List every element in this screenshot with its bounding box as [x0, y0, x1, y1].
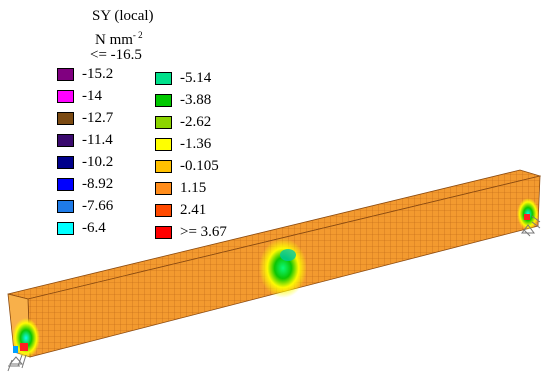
left-support-stress-hotspot [12, 318, 40, 358]
legend-unit-exponent: - 2 [132, 30, 143, 40]
midspan-stress-hotspot [259, 238, 307, 298]
legend-item: -10.2 [57, 154, 113, 170]
legend-label: -7.66 [82, 197, 114, 214]
legend-label: 2.41 [180, 201, 207, 218]
legend-label: -3.88 [180, 91, 212, 108]
legend-label: -8.92 [82, 175, 114, 192]
left-support-icon [7, 354, 27, 372]
legend-label: -12.7 [82, 109, 114, 126]
right-support-icon [521, 215, 541, 237]
legend-unit-base: N mm [95, 32, 133, 48]
legend-swatch [57, 155, 74, 169]
legend-swatch [155, 159, 172, 173]
legend-item: -7.66 [57, 198, 113, 214]
contour-legend: SY (local) N mm- 2 <= -16.5 -15.2 -14 -1… [0, 0, 270, 245]
legend-item: -15.2 [57, 66, 113, 82]
legend-label: -5.14 [180, 69, 212, 86]
legend-swatch [155, 225, 172, 239]
legend-label: -15.2 [82, 65, 114, 82]
legend-item: -1.36 [155, 136, 211, 152]
legend-swatch [57, 199, 74, 213]
legend-label: -2.62 [180, 113, 212, 130]
legend-item: -0.105 [155, 158, 219, 174]
legend-item: -8.92 [57, 176, 113, 192]
legend-item: 1.15 [155, 180, 206, 196]
legend-swatch [155, 71, 172, 85]
legend-item: -5.14 [155, 70, 211, 86]
legend-swatch [57, 67, 74, 81]
legend-swatch [57, 89, 74, 103]
legend-swatch [155, 203, 172, 217]
legend-swatch [57, 221, 74, 235]
legend-unit: N mm- 2 [95, 30, 143, 49]
legend-label: -0.105 [180, 157, 219, 174]
legend-min-label: <= -16.5 [90, 47, 142, 63]
legend-item: -6.4 [57, 220, 106, 236]
legend-label: -10.2 [82, 153, 114, 170]
legend-label: -1.36 [180, 135, 212, 152]
legend-title: SY (local) [92, 8, 154, 24]
legend-item: -2.62 [155, 114, 211, 130]
legend-item: >= 3.67 [155, 224, 227, 240]
legend-swatch [57, 111, 74, 125]
legend-swatch [57, 177, 74, 191]
legend-label: -11.4 [82, 131, 113, 148]
legend-swatch [155, 137, 172, 151]
legend-label: -14 [82, 87, 102, 104]
legend-item: -12.7 [57, 110, 113, 126]
legend-item: -11.4 [57, 132, 113, 148]
legend-label: 1.15 [180, 179, 207, 196]
legend-swatch [155, 181, 172, 195]
legend-item: 2.41 [155, 202, 206, 218]
legend-item: -3.88 [155, 92, 211, 108]
legend-label: -6.4 [82, 219, 106, 236]
legend-swatch [155, 93, 172, 107]
legend-item: -14 [57, 88, 102, 104]
legend-swatch [155, 115, 172, 129]
legend-swatch [57, 133, 74, 147]
legend-label: >= 3.67 [180, 223, 227, 240]
